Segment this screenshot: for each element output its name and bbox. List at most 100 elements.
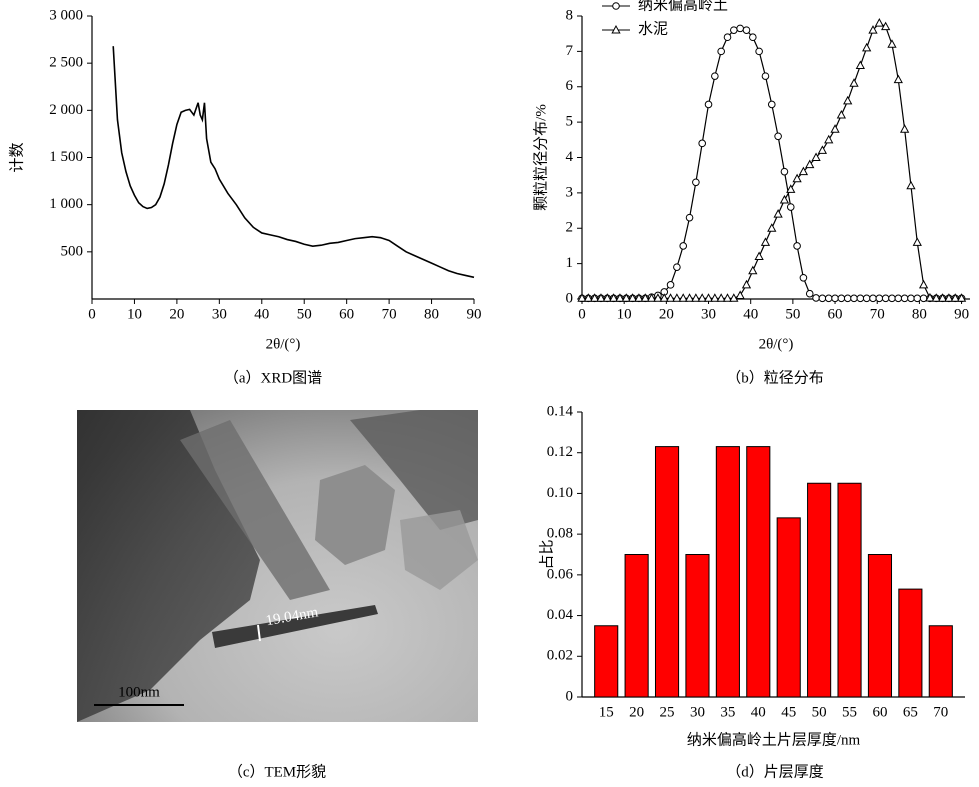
marker: [805, 159, 815, 169]
marker: [697, 293, 707, 302]
line: [582, 22, 962, 299]
marker: [907, 294, 915, 303]
marker: [665, 293, 676, 302]
marker: [811, 152, 821, 161]
y-tick-label: 500: [61, 243, 84, 259]
y-tick-label: 0.12: [547, 444, 573, 460]
marker: [767, 223, 777, 232]
marker: [711, 72, 719, 80]
y-tick-label: 1 500: [49, 149, 83, 165]
marker: [698, 139, 706, 148]
marker: [602, 293, 612, 302]
marker: [849, 78, 859, 87]
x-tick-label: 0: [88, 306, 96, 322]
marker: [855, 60, 865, 70]
marker: [931, 293, 941, 302]
marker: [944, 293, 954, 302]
marker: [577, 293, 587, 302]
x-tick-label: 25: [660, 704, 675, 720]
marker: [684, 293, 695, 302]
marker: [646, 293, 657, 302]
x-tick-label: 60: [339, 306, 354, 322]
tem-flake: [315, 465, 395, 565]
marker: [583, 293, 593, 302]
marker: [837, 294, 846, 303]
legend-marker: [612, 2, 620, 10]
marker: [862, 294, 871, 303]
x-axis-title: 纳米偏高岭土片层厚度/nm: [687, 731, 861, 748]
x-tick-label: 30: [690, 704, 705, 720]
marker: [754, 251, 764, 261]
x-tick-label: 50: [812, 704, 827, 720]
marker: [812, 294, 820, 302]
x-tick-label: 65: [903, 704, 918, 720]
marker: [786, 184, 796, 193]
x-tick-label: 35: [720, 704, 735, 720]
x-tick-label: 70: [382, 306, 397, 322]
tem-platelet: [212, 605, 378, 648]
y-tick-label: 1 000: [49, 196, 83, 212]
marker: [956, 293, 967, 302]
x-tick-label: 45: [781, 704, 796, 720]
tem-flake: [400, 510, 478, 590]
marker: [729, 293, 739, 302]
y-tick-label: 3 000: [49, 7, 83, 23]
marker: [760, 237, 771, 246]
marker: [735, 290, 745, 299]
marker: [875, 294, 884, 303]
bar: [776, 517, 801, 698]
x-tick-label: 60: [828, 306, 843, 322]
marker: [608, 293, 619, 302]
tem-flake: [350, 410, 478, 530]
x-tick-label: 15: [599, 704, 614, 720]
x-tick-label: 50: [297, 306, 312, 322]
bar: [624, 554, 649, 698]
bar: [594, 625, 619, 698]
marker: [736, 24, 744, 33]
marker: [798, 166, 809, 176]
bar: [898, 588, 923, 698]
y-tick-label: 2: [566, 220, 574, 236]
marker: [918, 279, 929, 289]
x-tick-label: 10: [617, 306, 632, 322]
caption: （d）片层厚度: [726, 763, 824, 780]
y-tick-label: 0.14: [547, 403, 574, 419]
y-tick-label: 0.04: [547, 607, 574, 623]
y-tick-label: 4: [566, 149, 574, 165]
marker: [893, 74, 903, 84]
marker: [925, 292, 935, 302]
bar: [715, 446, 740, 698]
marker: [888, 294, 896, 303]
x-tick-label: 80: [424, 306, 439, 322]
caption: （c）TEM形貌: [228, 763, 326, 780]
marker: [672, 293, 682, 302]
y-axis-title: 占比: [538, 539, 555, 569]
marker: [704, 100, 713, 109]
y-tick-label: 2 500: [49, 55, 83, 71]
x-tick-label: 60: [872, 704, 887, 720]
marker: [817, 145, 828, 154]
marker: [899, 124, 910, 133]
marker: [868, 25, 878, 34]
caption: （b）粒径分布: [726, 369, 824, 386]
x-axis-title: 2θ/(°): [759, 336, 794, 352]
marker: [818, 294, 827, 303]
measurement-mark: [257, 624, 261, 642]
marker: [774, 132, 782, 141]
x-tick-label: 20: [659, 306, 674, 322]
marker: [621, 293, 631, 302]
marker: [717, 47, 725, 56]
scale-bar-label: 100nm: [118, 684, 160, 700]
y-tick-label: 0.10: [547, 485, 573, 501]
y-axis-title: 颗粒粒径分布/%: [532, 104, 549, 211]
x-tick-label: 40: [743, 306, 758, 322]
marker: [691, 293, 701, 302]
caption: （a）XRD图谱: [224, 369, 322, 386]
marker: [722, 293, 733, 302]
line: [112, 46, 475, 279]
marker: [900, 294, 909, 303]
x-tick-label: 0: [578, 306, 586, 322]
marker: [761, 72, 770, 80]
marker: [850, 294, 858, 303]
